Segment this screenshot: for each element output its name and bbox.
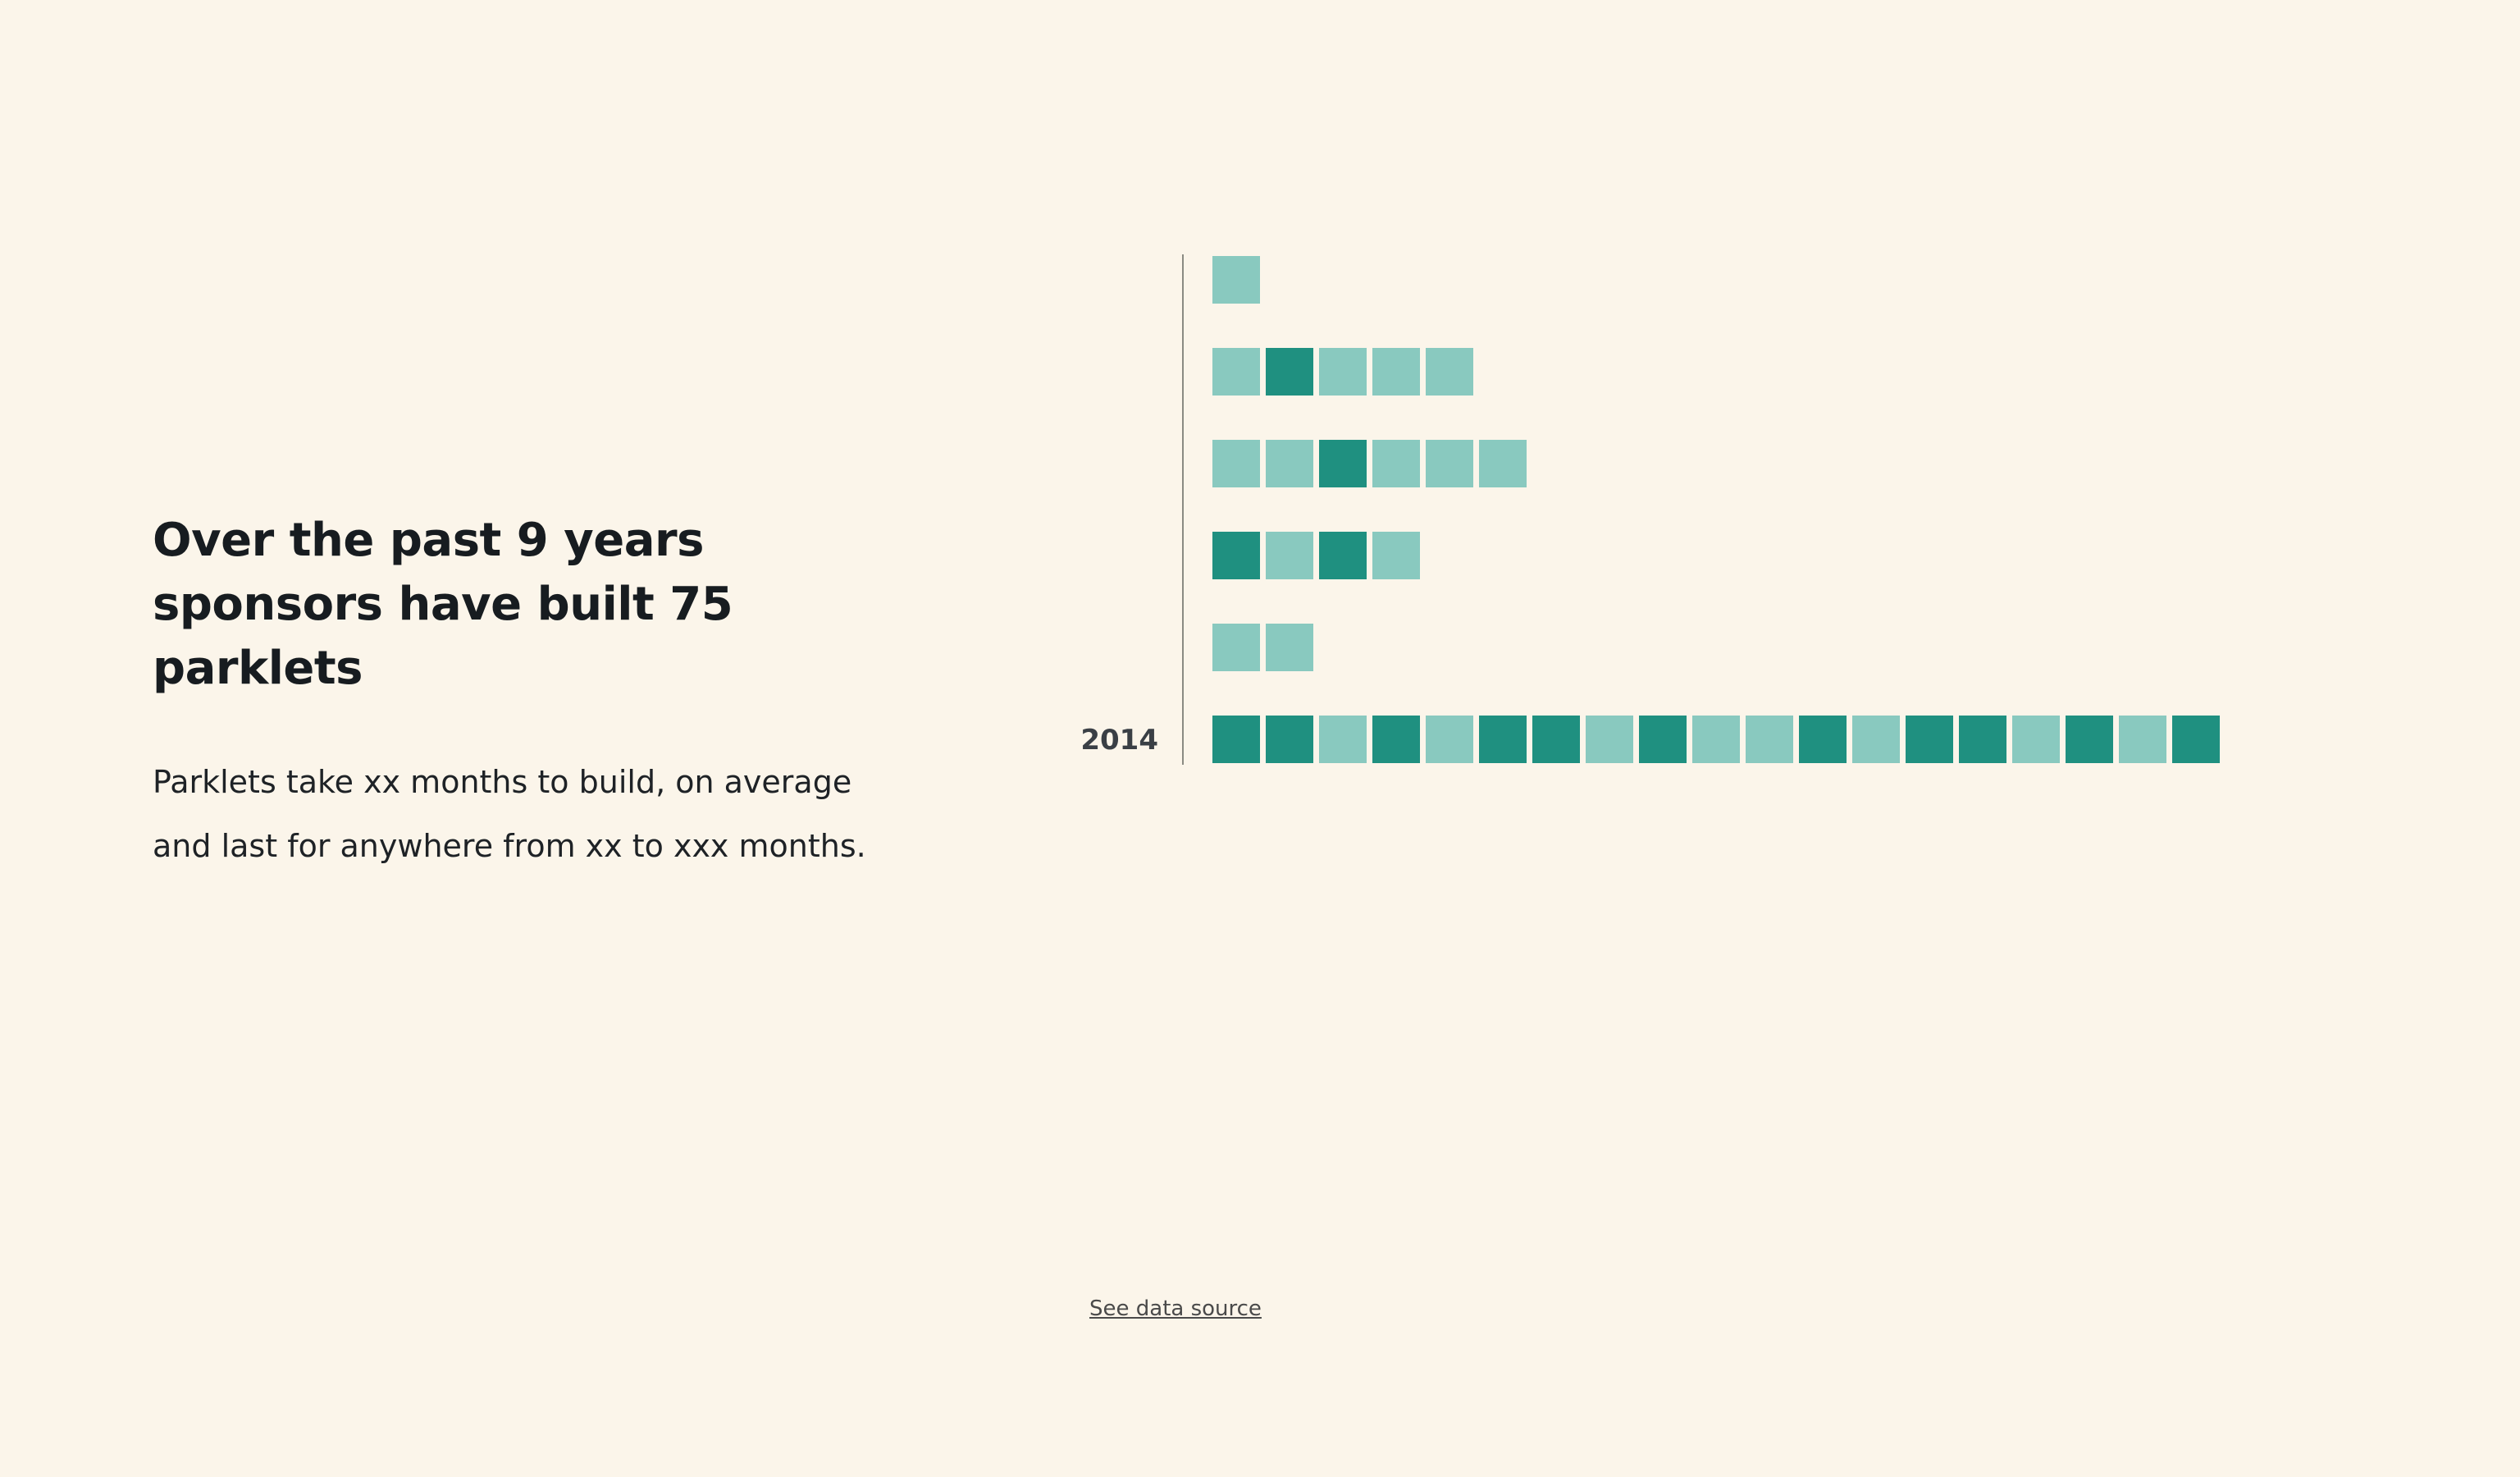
parklet-square-light — [1426, 440, 1473, 487]
parklet-square-dark — [1266, 348, 1313, 396]
parklet-square-dark — [1212, 716, 1260, 763]
parklet-square-light — [1266, 532, 1313, 579]
parklet-square-light — [1212, 440, 1260, 487]
intro-panel: Over the past 9 years sponsors have buil… — [153, 509, 891, 878]
parklet-square-light — [1266, 624, 1313, 671]
parklet-square-light — [1372, 440, 1420, 487]
parklet-square-light — [1692, 716, 1740, 763]
parklet-square-dark — [2172, 716, 2220, 763]
parklet-square-dark — [1532, 716, 1580, 763]
parklet-square-light — [2012, 716, 2060, 763]
parklet-square-light — [1852, 716, 1900, 763]
parklet-square-light — [2119, 716, 2166, 763]
parklet-square-dark — [1959, 716, 2006, 763]
parklet-unit-chart: 2014 — [1080, 254, 2220, 765]
parklet-square-light — [1372, 348, 1420, 396]
row-label-2014: 2014 — [1080, 724, 1158, 757]
parklet-square-light — [1319, 716, 1367, 763]
parklet-square-dark — [1799, 716, 1847, 763]
parklet-square-dark — [1212, 532, 1260, 579]
parklet-square-light — [1212, 256, 1260, 304]
parklet-square-light — [1479, 440, 1527, 487]
parklet-square-light — [1319, 348, 1367, 396]
parklet-square-dark — [1266, 716, 1313, 763]
parklet-square-light — [1586, 716, 1633, 763]
parklet-square-light — [1266, 440, 1313, 487]
parklet-square-dark — [1319, 532, 1367, 579]
intro-body-text: Parklets take xx months to build, on ave… — [153, 764, 866, 864]
parklet-square-light — [1212, 624, 1260, 671]
parklet-square-dark — [1906, 716, 1953, 763]
parklet-square-dark — [1319, 440, 1367, 487]
parklet-square-light — [1426, 348, 1473, 396]
parklet-square-dark — [1639, 716, 1687, 763]
parklet-square-dark — [1479, 716, 1527, 763]
parklet-square-dark — [1372, 716, 1420, 763]
parklet-square-light — [1372, 532, 1420, 579]
see-data-source-link[interactable]: See data source — [1089, 1296, 1262, 1321]
parklet-square-light — [1212, 348, 1260, 396]
parklet-square-light — [1426, 716, 1473, 763]
parklet-square-light — [1746, 716, 1793, 763]
parklet-square-dark — [2066, 716, 2113, 763]
headline: Over the past 9 years sponsors have buil… — [153, 514, 733, 695]
